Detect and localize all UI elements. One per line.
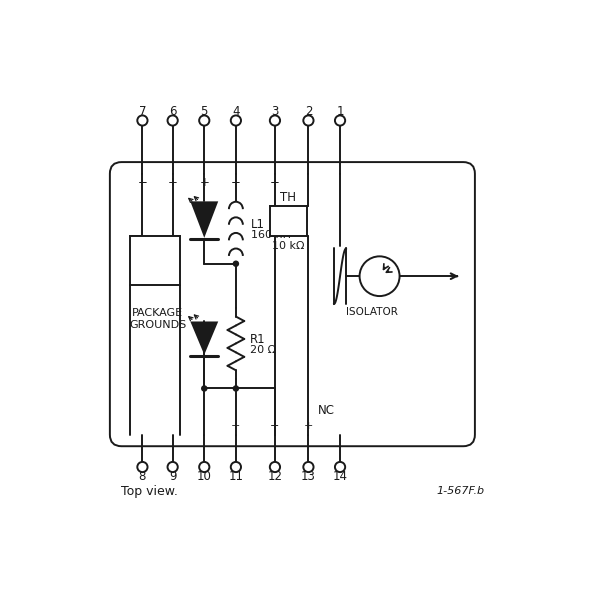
Text: 160 nH: 160 nH — [251, 230, 291, 239]
Circle shape — [199, 462, 209, 472]
Circle shape — [199, 115, 209, 125]
Text: L1: L1 — [251, 218, 265, 231]
Circle shape — [201, 385, 208, 392]
Text: 20 Ω: 20 Ω — [250, 345, 276, 355]
Text: −: − — [270, 421, 280, 431]
Circle shape — [304, 115, 314, 125]
Text: 10: 10 — [197, 470, 212, 483]
Circle shape — [233, 385, 239, 392]
Text: 7: 7 — [139, 105, 146, 118]
Text: NC: NC — [317, 404, 335, 416]
Text: 3: 3 — [271, 105, 278, 118]
Circle shape — [231, 462, 241, 472]
Text: +: + — [231, 421, 241, 431]
Circle shape — [167, 462, 178, 472]
Circle shape — [270, 462, 280, 472]
Text: 5: 5 — [200, 105, 208, 118]
Text: PACKAGE
GROUNDS: PACKAGE GROUNDS — [129, 308, 187, 330]
Circle shape — [304, 462, 314, 472]
Text: TEC: TEC — [143, 254, 167, 267]
Text: 6: 6 — [169, 105, 176, 118]
Text: 4: 4 — [232, 105, 239, 118]
Circle shape — [233, 260, 239, 267]
FancyBboxPatch shape — [110, 162, 475, 446]
Circle shape — [137, 115, 148, 125]
Text: 10 kΩ: 10 kΩ — [272, 241, 305, 251]
Text: 8: 8 — [139, 470, 146, 483]
Circle shape — [335, 462, 345, 472]
Circle shape — [167, 115, 178, 125]
Circle shape — [359, 256, 400, 296]
Text: Top view.: Top view. — [121, 485, 178, 498]
Text: +: + — [304, 421, 313, 431]
Bar — [270, 206, 307, 236]
Bar — [130, 236, 180, 284]
Text: 14: 14 — [332, 470, 347, 483]
Circle shape — [137, 462, 148, 472]
Text: ISOLATOR: ISOLATOR — [346, 307, 398, 317]
Text: +: + — [199, 176, 209, 190]
Text: −: − — [270, 176, 280, 190]
Text: 1-567F.b: 1-567F.b — [436, 487, 484, 496]
Polygon shape — [190, 202, 218, 238]
Text: −: − — [137, 176, 148, 190]
Text: TH: TH — [280, 191, 296, 204]
Text: 13: 13 — [301, 470, 316, 483]
Text: R1: R1 — [250, 334, 265, 346]
Text: −: − — [231, 176, 241, 190]
Text: 12: 12 — [268, 470, 283, 483]
Circle shape — [231, 115, 241, 125]
Polygon shape — [190, 322, 218, 355]
Circle shape — [335, 115, 345, 125]
Circle shape — [270, 115, 280, 125]
Text: +: + — [168, 176, 178, 190]
Text: 9: 9 — [169, 470, 176, 483]
Text: 11: 11 — [229, 470, 244, 483]
Text: 1: 1 — [336, 105, 344, 118]
Text: 2: 2 — [305, 105, 312, 118]
